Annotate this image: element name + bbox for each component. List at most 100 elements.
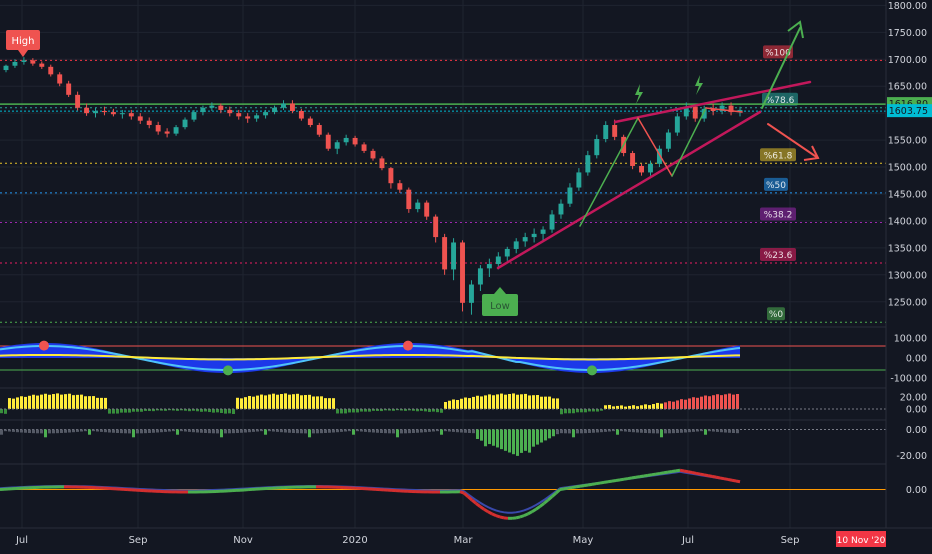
histogram-bar bbox=[280, 394, 283, 409]
histogram-bar bbox=[476, 396, 479, 409]
macd-line-segment bbox=[708, 476, 712, 477]
histogram-bar bbox=[28, 396, 31, 409]
histogram-bar bbox=[460, 399, 463, 409]
candle-body bbox=[4, 66, 9, 70]
bar-panel-tick-label: -20.00 bbox=[896, 451, 927, 462]
histogram-bar bbox=[724, 394, 727, 409]
candle-body bbox=[424, 203, 429, 217]
histogram-bar bbox=[84, 396, 87, 409]
bar-panel-bar bbox=[732, 430, 735, 434]
macd-line-segment bbox=[532, 509, 536, 511]
bar-panel-bar bbox=[688, 430, 691, 433]
macd-line-segment bbox=[572, 487, 576, 488]
bar-panel-bar bbox=[720, 430, 723, 433]
histogram-bar bbox=[232, 409, 235, 414]
candle-body bbox=[523, 237, 528, 241]
histogram-bar bbox=[672, 402, 675, 409]
bar-panel-bar bbox=[304, 430, 307, 434]
bar-panel-bar bbox=[628, 430, 631, 432]
bar-panel-bar bbox=[136, 430, 139, 434]
histogram-bar bbox=[52, 394, 55, 409]
bar-panel-bar bbox=[656, 430, 659, 434]
osc-tick-label: 0.00 bbox=[906, 354, 927, 365]
fib-level-label: %0 bbox=[767, 307, 785, 320]
histogram-bar bbox=[260, 395, 263, 409]
histogram-bar bbox=[708, 396, 711, 409]
bar-panel-bar bbox=[116, 430, 119, 433]
bar-panel-bar bbox=[108, 430, 111, 433]
bar-panel-bar bbox=[308, 430, 311, 438]
bar-panel-bar bbox=[564, 430, 567, 434]
candle-body bbox=[156, 125, 161, 131]
bar-panel-bar bbox=[248, 430, 251, 433]
histogram-bar bbox=[676, 400, 679, 409]
histogram-bar bbox=[224, 409, 227, 414]
histogram-bar bbox=[716, 394, 719, 409]
candle-body bbox=[12, 62, 17, 66]
bar-panel-bar bbox=[280, 430, 283, 433]
bar-panel-bar bbox=[708, 430, 711, 432]
candle-body bbox=[550, 214, 555, 229]
bar-panel-bar bbox=[224, 430, 227, 434]
histogram-bar bbox=[300, 395, 303, 409]
bar-panel-bar bbox=[724, 430, 727, 433]
bar-panel-bar bbox=[712, 430, 715, 432]
histogram-bar bbox=[528, 395, 531, 409]
bar-panel-bar bbox=[480, 430, 483, 441]
candle bbox=[675, 113, 680, 136]
macd-line-segment bbox=[588, 484, 592, 485]
histogram-bar bbox=[504, 395, 507, 409]
bar-panel-bar bbox=[252, 430, 255, 432]
histogram-bar bbox=[80, 395, 83, 409]
time-tick-label: 2020 bbox=[342, 535, 367, 546]
bar-panel-bar bbox=[220, 430, 223, 438]
candle-body bbox=[192, 112, 197, 120]
time-tick-label: Jul bbox=[15, 535, 28, 546]
histogram-bar bbox=[352, 409, 355, 412]
candle-body bbox=[138, 116, 143, 120]
bar-panel-bar bbox=[636, 430, 639, 433]
candle-body bbox=[693, 107, 698, 119]
macd-line-segment bbox=[584, 485, 588, 486]
macd-line-segment bbox=[576, 486, 580, 487]
macd-line-segment bbox=[608, 481, 612, 482]
bar-panel-bar bbox=[560, 430, 563, 434]
histogram-bar bbox=[512, 393, 515, 409]
bar-panel-bar bbox=[172, 430, 175, 432]
histogram-bar bbox=[4, 409, 7, 414]
candle-body bbox=[227, 110, 232, 113]
histogram-bar bbox=[12, 399, 15, 409]
histogram-bar bbox=[316, 396, 319, 409]
histogram-bar bbox=[256, 396, 259, 409]
histogram-bar bbox=[736, 394, 739, 409]
histogram-bar bbox=[640, 405, 643, 409]
histogram-bar bbox=[452, 399, 455, 409]
histogram-bar bbox=[320, 396, 323, 409]
price-tick-label: 1400.00 bbox=[888, 216, 927, 227]
bar-panel-bar bbox=[332, 430, 335, 433]
time-tick-label: Mar bbox=[454, 535, 474, 546]
histogram-bar bbox=[556, 398, 559, 409]
histogram-bar bbox=[484, 395, 487, 409]
candle bbox=[326, 133, 331, 151]
candle-body bbox=[308, 119, 313, 125]
bar-panel-bar bbox=[500, 430, 503, 450]
bar-panel-bar bbox=[24, 430, 27, 433]
candle-body bbox=[120, 113, 125, 114]
bar-panel-bar bbox=[76, 430, 79, 432]
bar-panel-bar bbox=[520, 430, 523, 453]
histogram-bar bbox=[336, 409, 339, 413]
histogram-bar bbox=[76, 395, 79, 409]
bar-panel-bar bbox=[348, 430, 351, 432]
histogram-bar bbox=[216, 409, 219, 412]
macd-line-segment bbox=[728, 479, 732, 480]
bar-panel-bar bbox=[532, 430, 535, 447]
macd-line-segment bbox=[684, 471, 688, 472]
bar-panel-bar bbox=[448, 430, 451, 432]
macd-line-segment bbox=[564, 488, 568, 489]
bar-panel-bar bbox=[100, 430, 103, 432]
candle bbox=[442, 234, 447, 275]
macd-line-segment bbox=[492, 514, 496, 516]
